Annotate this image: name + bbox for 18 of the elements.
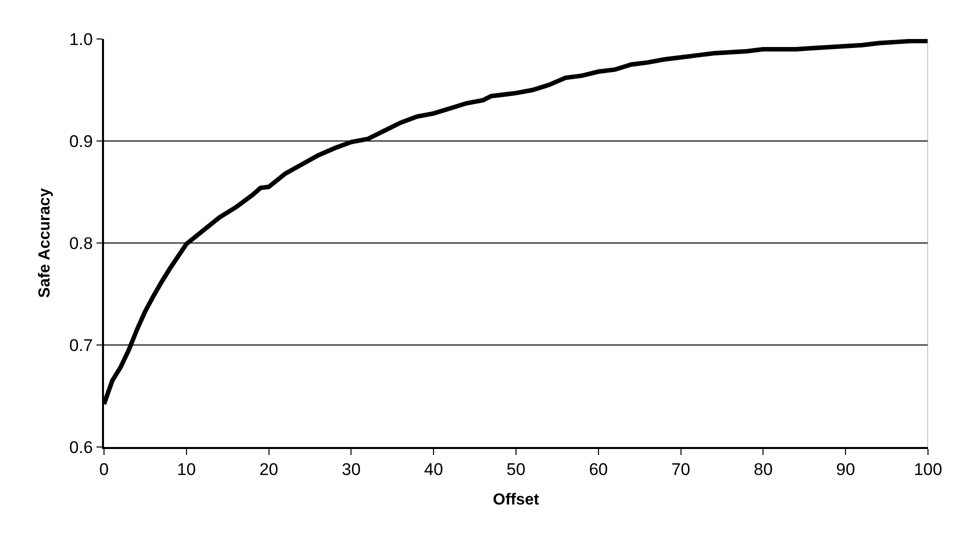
x-tick-label: 30 [342,460,361,480]
x-tick-label: 80 [754,460,773,480]
x-tick-label: 40 [424,460,444,480]
x-tick-label: 90 [836,460,856,480]
y-tick-label: 0.6 [69,438,93,457]
y-axis-title: Safe Accuracy [36,188,54,298]
y-tick-label: 0.8 [69,234,93,253]
x-tick-label: 20 [259,460,278,480]
x-tick-label: 10 [176,460,196,480]
y-tick-label: 1.0 [69,30,93,49]
x-tick-label: 50 [506,460,526,480]
x-tick-label: 0 [99,460,109,480]
y-tick-label: 0.9 [69,132,93,151]
x-tick-label: 100 [914,460,942,480]
x-tick-label: 70 [671,460,690,480]
x-axis-title: Offset [492,491,540,508]
x-tick-label: 60 [588,460,608,480]
y-tick-label: 0.7 [69,336,93,355]
